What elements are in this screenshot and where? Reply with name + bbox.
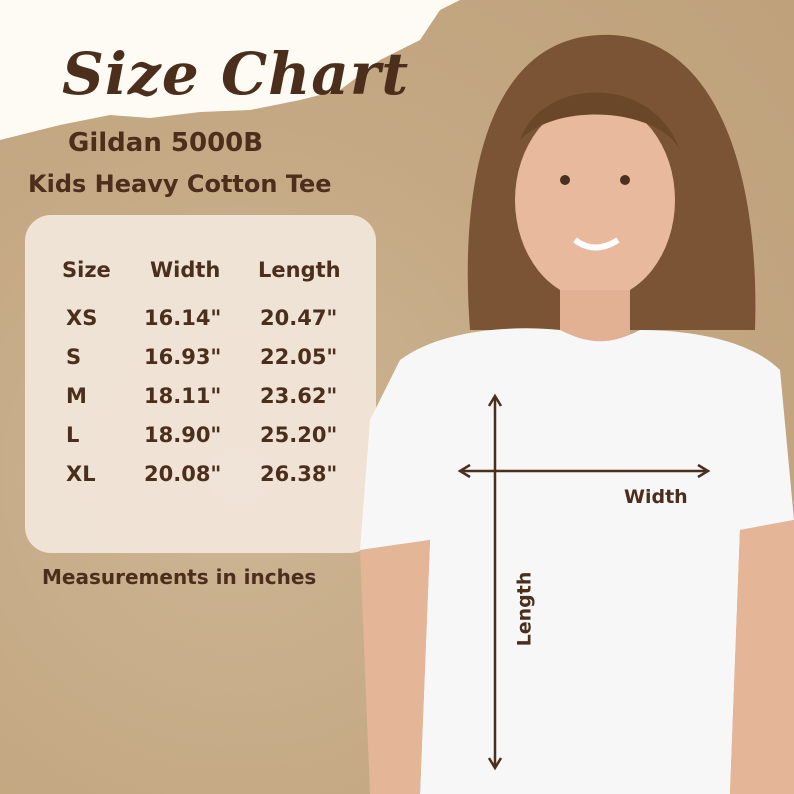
model-photo <box>360 34 794 794</box>
table-cell: 20.08" <box>144 462 222 486</box>
table-cell: 18.11" <box>144 384 222 408</box>
width-label: Width <box>624 486 688 508</box>
page-title: Size Chart <box>62 40 410 108</box>
table-cell: 18.90" <box>144 423 222 447</box>
table-cell: 20.47" <box>260 306 338 330</box>
table-cell: 16.93" <box>144 345 222 369</box>
size-table-card <box>25 215 376 553</box>
table-cell: 23.62" <box>260 384 338 408</box>
table-cell: XL <box>66 462 96 486</box>
width-arrow <box>457 463 711 479</box>
table-header: Width <box>150 258 221 282</box>
table-cell: 16.14" <box>144 306 222 330</box>
table-cell: L <box>66 423 80 447</box>
table-cell: M <box>66 384 87 408</box>
table-header: Size <box>62 258 111 282</box>
measurement-note: Measurements in inches <box>42 565 317 589</box>
table-cell: S <box>66 345 82 369</box>
product-name: Kids Heavy Cotton Tee <box>28 170 332 198</box>
table-cell: 26.38" <box>260 462 338 486</box>
table-header: Length <box>258 258 341 282</box>
length-label: Length <box>513 571 536 647</box>
table-cell: 22.05" <box>260 345 338 369</box>
length-arrow <box>487 393 503 771</box>
brand-model: Gildan 5000B <box>68 128 264 158</box>
table-cell: 25.20" <box>260 423 338 447</box>
table-cell: XS <box>66 306 98 330</box>
